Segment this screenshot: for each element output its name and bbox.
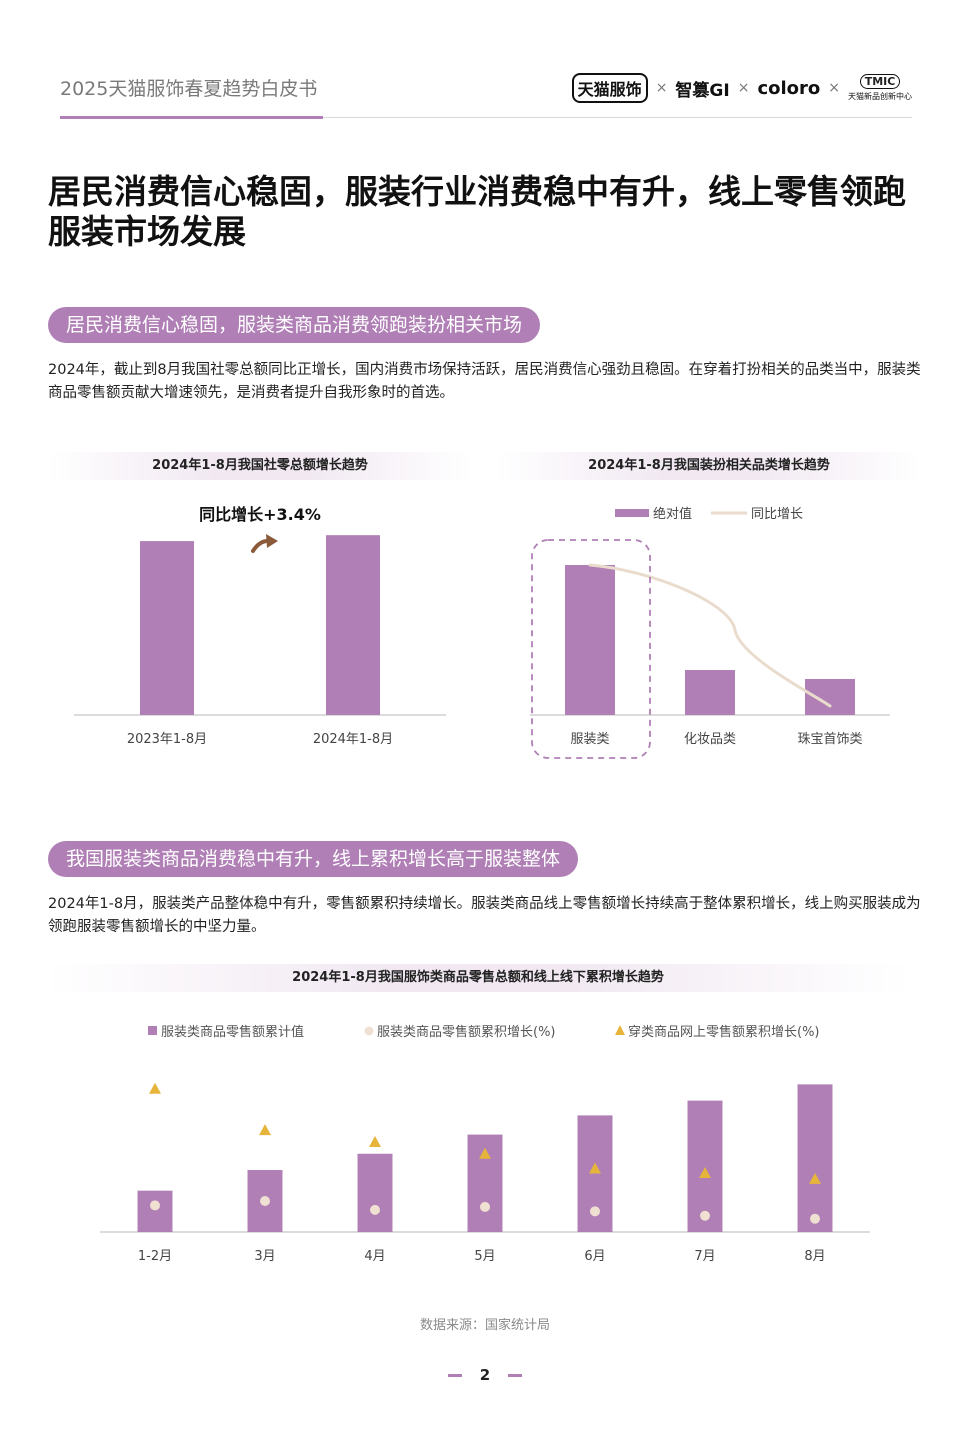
legend-label: 绝对值 bbox=[653, 506, 692, 522]
chart1-retail-total: 2023年1-8月 2024年1-8月 同比增长+3.4% bbox=[74, 505, 446, 747]
section1-paragraph: 2024年，截止到8月我国社零总额同比正增长，国内消费市场保持活跃，居民消费信心… bbox=[48, 362, 921, 401]
bar bbox=[137, 1190, 173, 1232]
data-point-triangle bbox=[589, 1162, 601, 1174]
page-title: 居民消费信心稳固，服装行业消费稳中有升，线上零售领跑服装市场发展 bbox=[48, 172, 906, 251]
legend-swatch-bar bbox=[148, 1026, 157, 1035]
pagination: 2 bbox=[0, 1366, 970, 1384]
x-tick-label: 珠宝首饰类 bbox=[797, 732, 862, 747]
x-tick-label: 4月 bbox=[364, 1249, 385, 1264]
page-dash-left bbox=[447, 1373, 462, 1377]
data-point-dot bbox=[810, 1213, 820, 1224]
chart3-apparel-cumulative: 服装类商品零售额累计值 服装类商品零售额累积增长(%) 穿类商品网上零售额累积增长(… bbox=[100, 1024, 870, 1264]
section1-heading: 居民消费信心稳固，服装类商品消费领跑装扮相关市场 bbox=[48, 307, 541, 343]
x-tick-label: 2024年1-8月 bbox=[313, 732, 393, 747]
growth-annotation: 同比增长+3.4% bbox=[199, 505, 321, 524]
separator: × bbox=[828, 80, 840, 96]
legend-swatch-dot bbox=[364, 1026, 374, 1036]
zhisuan-gi-logo: 智篡GI bbox=[675, 80, 730, 101]
header-accent-line bbox=[60, 116, 323, 119]
x-tick-label: 2023年1-8月 bbox=[127, 732, 207, 747]
data-point-triangle bbox=[259, 1124, 271, 1136]
section2-paragraph: 2024年1-8月，服装类产品整体稳中有升，零售额累积持续增长。服装类商品线上零… bbox=[48, 896, 921, 935]
chart2-title: 2024年1-8月我国装扮相关品类增长趋势 bbox=[497, 452, 921, 480]
legend-swatch-triangle bbox=[615, 1025, 625, 1035]
legend-label: 服装类商品零售额累计值 bbox=[161, 1024, 304, 1040]
coloro-logo: coloro bbox=[757, 77, 821, 99]
data-point-dot bbox=[700, 1210, 710, 1221]
bar bbox=[805, 679, 855, 715]
x-tick-label: 8月 bbox=[804, 1249, 825, 1264]
bar bbox=[326, 535, 380, 715]
data-point-triangle bbox=[699, 1166, 711, 1178]
highlight-box bbox=[531, 539, 651, 759]
bar bbox=[565, 565, 615, 715]
separator: × bbox=[655, 80, 668, 96]
x-tick-label: 1-2月 bbox=[138, 1249, 172, 1264]
x-tick-label: 6月 bbox=[584, 1249, 605, 1264]
page-number: 2 bbox=[479, 1366, 491, 1384]
bar bbox=[687, 1100, 723, 1232]
data-point-dot bbox=[150, 1200, 160, 1211]
page-header: 2025天猫服饰春夏趋势白皮书 天猫服饰 × 智篡GI × coloro × T… bbox=[60, 60, 912, 119]
x-tick-label: 服装类 bbox=[570, 732, 609, 747]
data-point-dot bbox=[260, 1196, 270, 1206]
growth-arrow-head-icon bbox=[266, 534, 278, 548]
tmic-logo: TMIC 天猫新品创新中心 bbox=[848, 74, 912, 101]
data-point-triangle bbox=[369, 1135, 381, 1147]
x-tick-label: 5月 bbox=[474, 1249, 495, 1264]
data-point-triangle bbox=[149, 1082, 161, 1094]
bar bbox=[685, 670, 735, 715]
chart3-title: 2024年1-8月我国服饰类商品零售总额和线上线下累积增长趋势 bbox=[48, 964, 908, 992]
data-point-triangle bbox=[809, 1172, 821, 1184]
data-point-dot bbox=[370, 1204, 380, 1215]
bar bbox=[140, 541, 194, 715]
x-tick-label: 化妆品类 bbox=[684, 732, 736, 747]
legend-label: 穿类商品网上零售额累积增长(%) bbox=[628, 1024, 820, 1040]
data-source: 数据来源：国家统计局 bbox=[419, 1318, 550, 1333]
partner-logos: 天猫服饰 × 智篡GI × coloro × TMIC 天猫新品创新中心 bbox=[571, 70, 912, 106]
data-point-dot bbox=[480, 1201, 490, 1212]
data-point-triangle bbox=[479, 1147, 491, 1159]
legend-label: 服装类商品零售额累积增长(%) bbox=[377, 1024, 556, 1040]
x-tick-label: 3月 bbox=[254, 1249, 275, 1264]
bar bbox=[357, 1153, 393, 1232]
data-point-dot bbox=[590, 1206, 600, 1217]
x-tick-label: 7月 bbox=[694, 1249, 715, 1264]
legend-swatch-bar bbox=[615, 509, 649, 517]
chart1-title: 2024年1-8月我国社零总额增长趋势 bbox=[48, 452, 472, 480]
separator: × bbox=[737, 80, 750, 96]
section2-heading: 我国服装类商品消费稳中有升，线上累积增长高于服装整体 bbox=[48, 841, 579, 877]
page-dash-right bbox=[508, 1373, 523, 1377]
growth-line bbox=[588, 563, 832, 708]
legend-label: 同比增长 bbox=[751, 507, 803, 522]
header-title: 2025天猫服饰春夏趋势白皮书 bbox=[60, 78, 318, 100]
bar bbox=[797, 1084, 833, 1232]
tmall-fashion-logo: 天猫服饰 bbox=[571, 73, 648, 103]
